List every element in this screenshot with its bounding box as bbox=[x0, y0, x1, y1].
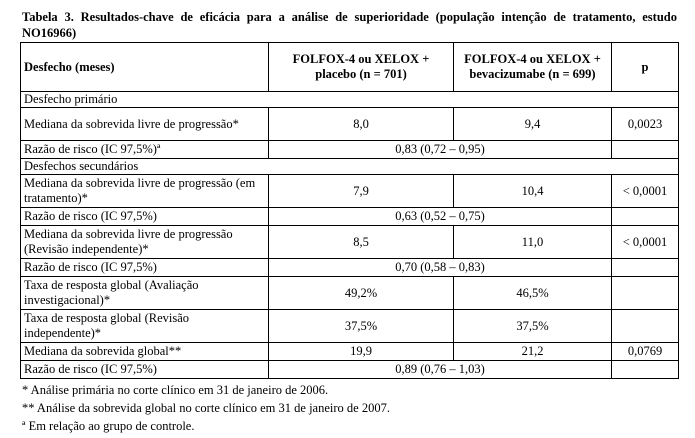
cell-hazard-ratio: 0,83 (0,72 – 0,95) bbox=[268, 140, 612, 159]
cell-bevacizumab: 46,5% bbox=[453, 276, 612, 310]
footnote: ª Em relação ao grupo de controle. bbox=[22, 419, 195, 433]
cell-p: 0,0023 bbox=[611, 107, 679, 141]
table-row: Mediana da sobrevida global** 19,9 21,2 … bbox=[20, 342, 679, 361]
row-label: Mediana da sobrevida global** bbox=[20, 342, 269, 361]
cell-placebo: 8,0 bbox=[268, 107, 454, 141]
row-label: Razão de risco (IC 97,5%) bbox=[20, 360, 269, 379]
footnote: ** Análise da sobrevida global no corte … bbox=[22, 401, 390, 415]
efficacy-table: Desfecho (meses) FOLFOX-4 ou XELOX + pla… bbox=[20, 42, 679, 379]
cell-p bbox=[611, 360, 679, 379]
cell-placebo: 49,2% bbox=[268, 276, 454, 310]
row-label: Taxa de resposta global (Avaliação inves… bbox=[20, 276, 269, 310]
footnotes: * Análise primária no corte clínico em 3… bbox=[22, 381, 677, 435]
table-row: Taxa de resposta global (Avaliação inves… bbox=[20, 276, 679, 310]
table-row: Mediana da sobrevida livre de progressão… bbox=[20, 225, 679, 259]
cell-hazard-ratio: 0,89 (0,76 – 1,03) bbox=[268, 360, 612, 379]
table-row: Razão de risco (IC 97,5%) 0,70 (0,58 – 0… bbox=[20, 258, 679, 277]
table-row: Razão de risco (IC 97,5%) 0,89 (0,76 – 1… bbox=[20, 360, 679, 379]
table-row: Taxa de resposta global (Revisão indepen… bbox=[20, 309, 679, 343]
section-secondary-label: Desfechos secundários bbox=[20, 158, 679, 175]
table-row: Razão de risco (IC 97,5%) 0,63 (0,52 – 0… bbox=[20, 207, 679, 226]
cell-bevacizumab: 10,4 bbox=[453, 174, 612, 208]
table-row: Razão de risco (IC 97,5%)ª 0,83 (0,72 – … bbox=[20, 140, 679, 159]
cell-p bbox=[611, 258, 679, 277]
header-placebo-arm: FOLFOX-4 ou XELOX + placebo (n = 701) bbox=[268, 42, 454, 92]
cell-p: 0,0769 bbox=[611, 342, 679, 361]
table-row: Mediana da sobrevida livre de progressão… bbox=[20, 107, 679, 141]
row-label: Taxa de resposta global (Revisão indepen… bbox=[20, 309, 269, 343]
header-outcome: Desfecho (meses) bbox=[20, 42, 269, 92]
section-row: Desfechos secundários bbox=[20, 158, 679, 175]
header-p-value: p bbox=[611, 42, 679, 92]
cell-placebo: 8,5 bbox=[268, 225, 454, 259]
cell-bevacizumab: 11,0 bbox=[453, 225, 612, 259]
cell-p bbox=[611, 140, 679, 159]
cell-p bbox=[611, 276, 679, 310]
footnote: * Análise primária no corte clínico em 3… bbox=[22, 383, 329, 397]
cell-p bbox=[611, 309, 679, 343]
cell-bevacizumab: 9,4 bbox=[453, 107, 612, 141]
section-primary-label: Desfecho primário bbox=[20, 91, 679, 108]
row-label: Razão de risco (IC 97,5%)ª bbox=[20, 140, 269, 159]
table-header-row: Desfecho (meses) FOLFOX-4 ou XELOX + pla… bbox=[20, 42, 679, 92]
cell-p bbox=[611, 207, 679, 226]
row-label: Mediana da sobrevida livre de progressão… bbox=[20, 107, 269, 141]
cell-p: < 0,0001 bbox=[611, 225, 679, 259]
cell-hazard-ratio: 0,70 (0,58 – 0,83) bbox=[268, 258, 612, 277]
cell-placebo: 19,9 bbox=[268, 342, 454, 361]
section-row: Desfecho primário bbox=[20, 91, 679, 108]
cell-hazard-ratio: 0,63 (0,52 – 0,75) bbox=[268, 207, 612, 226]
header-bevacizumab-arm: FOLFOX-4 ou XELOX + bevacizumabe (n = 69… bbox=[453, 42, 612, 92]
row-label: Mediana da sobrevida livre de progressão… bbox=[20, 225, 269, 259]
table-caption: Tabela 3. Resultados-chave de eficácia p… bbox=[22, 10, 677, 40]
row-label: Razão de risco (IC 97,5%) bbox=[20, 207, 269, 226]
cell-bevacizumab: 37,5% bbox=[453, 309, 612, 343]
table-row: Mediana da sobrevida livre de progressão… bbox=[20, 174, 679, 208]
cell-placebo: 7,9 bbox=[268, 174, 454, 208]
cell-bevacizumab: 21,2 bbox=[453, 342, 612, 361]
row-label: Razão de risco (IC 97,5%) bbox=[20, 258, 269, 277]
cell-p: < 0,0001 bbox=[611, 174, 679, 208]
row-label: Mediana da sobrevida livre de progressão… bbox=[20, 174, 269, 208]
cell-placebo: 37,5% bbox=[268, 309, 454, 343]
